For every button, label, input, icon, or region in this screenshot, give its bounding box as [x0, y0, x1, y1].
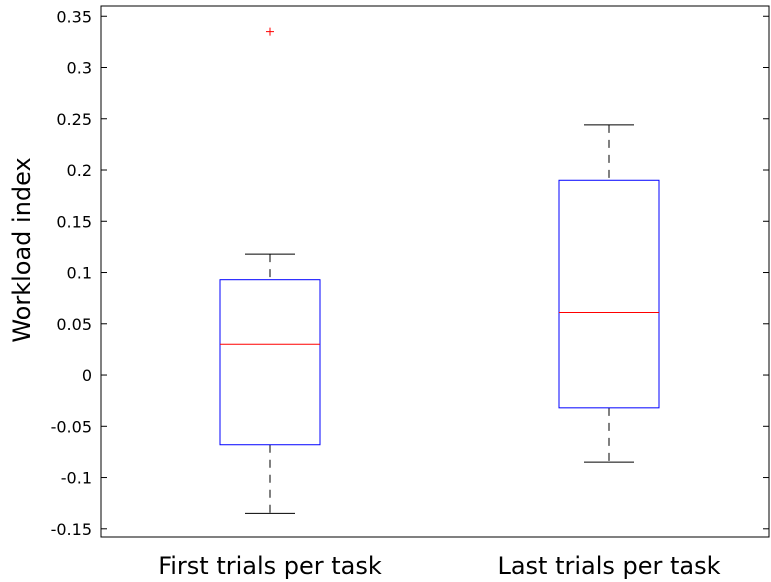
x-axis-tick-labels: First trials per task Last trials per tas…	[158, 552, 720, 580]
box-series	[219, 27, 660, 514]
y-tick-label: 0.15	[56, 212, 92, 231]
x-tick-label: First trials per task	[158, 552, 382, 580]
y-tick-label: -0.05	[51, 417, 92, 436]
y-axis-ticks	[101, 15, 769, 530]
interquartile-box	[558, 179, 660, 409]
interquartile-box	[219, 279, 321, 446]
y-tick-label: 0.2	[67, 161, 92, 180]
y-tick-label: 0.1	[67, 264, 92, 283]
box-group	[219, 27, 321, 514]
y-tick-label: 0.05	[56, 315, 92, 334]
plot-area	[100, 5, 770, 538]
y-axis-label: Workload index	[8, 157, 36, 342]
y-tick-label: 0.3	[67, 59, 92, 78]
y-axis-tick-labels: 0.35 0.3 0.25 0.2 0.15 0.1 0.05 0 -0.05 -0.1 -0.15	[51, 7, 92, 539]
x-tick-label: Last trials per task	[497, 552, 720, 580]
y-tick-label: -0.15	[51, 520, 92, 539]
y-tick-label: 0.25	[56, 110, 92, 129]
y-tick-label: 0	[82, 366, 92, 385]
y-tick-label: -0.1	[61, 469, 92, 488]
outlier-marker	[266, 27, 274, 36]
box-group	[558, 124, 660, 463]
y-tick-label: 0.35	[56, 7, 92, 26]
